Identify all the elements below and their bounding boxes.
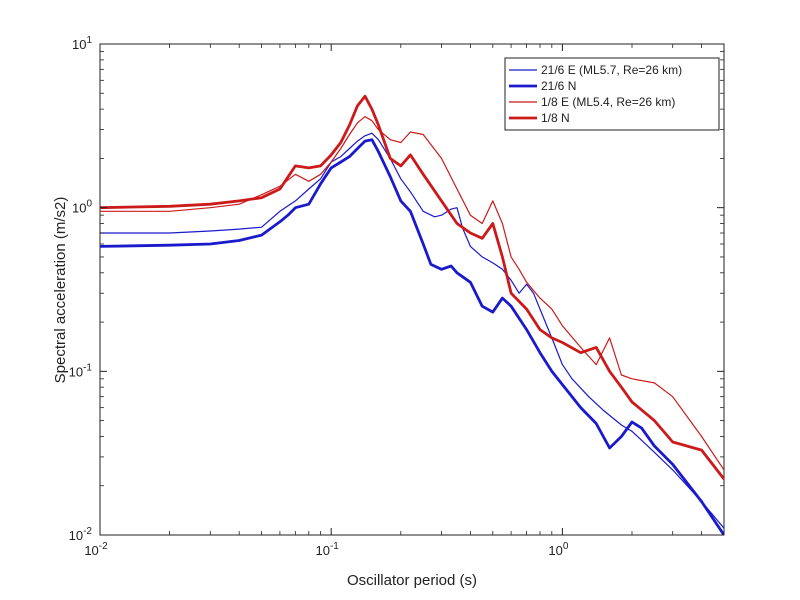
legend-label-4: 1/8 N: [541, 111, 570, 125]
x-axis-label: Oscillator period (s): [347, 572, 477, 589]
legend-label-1: 21/6 E (ML5.7, Re=26 km): [541, 63, 682, 77]
x-tick-label: 10-1: [316, 541, 340, 558]
y-tick-label: 10-1: [69, 362, 93, 379]
y-tick-label: 101: [72, 35, 92, 52]
y-axis-label: Spectral acceleration (m/s2): [52, 197, 69, 384]
series-line-4: [100, 94, 724, 481]
series-line-1: [100, 132, 724, 529]
x-tick-label: 10-2: [84, 541, 108, 558]
y-tick-label: 10-2: [69, 526, 93, 543]
x-tick-label: 100: [548, 541, 568, 558]
y-tick-label: 100: [72, 199, 92, 216]
legend: 21/6 E (ML5.7, Re=26 km) 21/6 N 1/8 E (ML5…: [504, 57, 720, 131]
legend-label-2: 21/6 N: [541, 79, 576, 93]
series-layer: [100, 94, 724, 535]
legend-label-3: 1/8 E (ML5.4, Re=26 km): [541, 95, 675, 109]
tick-layer: 10-2 10-1 100 10-2 10-1 100 101: [69, 35, 725, 558]
series-line-2: [100, 138, 724, 535]
legend-box: [504, 57, 720, 131]
